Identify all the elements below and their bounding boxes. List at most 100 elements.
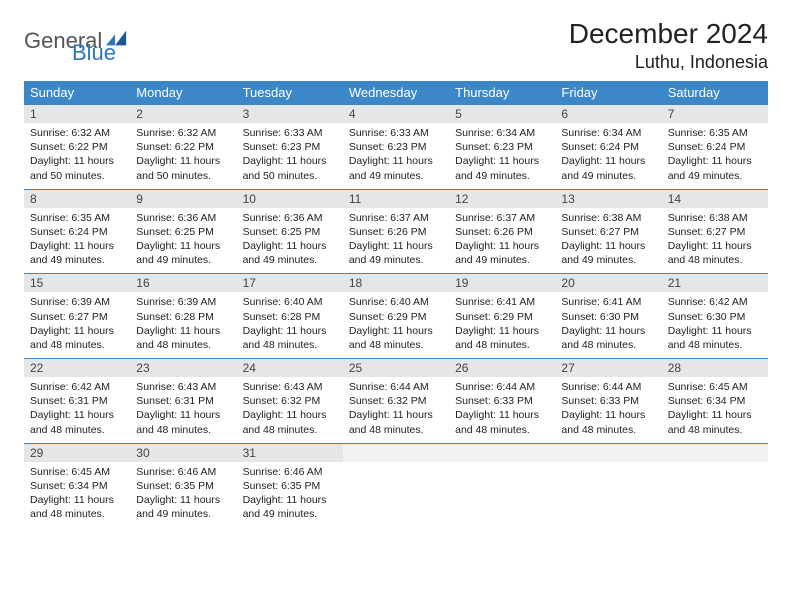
sunrise-text: Sunrise: 6:38 AM xyxy=(561,211,655,225)
sunrise-text: Sunrise: 6:32 AM xyxy=(136,126,230,140)
day-number: 6 xyxy=(555,105,661,123)
daylight-text: Daylight: 11 hours and 48 minutes. xyxy=(30,493,124,521)
day-number: 21 xyxy=(662,274,768,292)
day-number: 18 xyxy=(343,274,449,292)
calendar-cell: 10Sunrise: 6:36 AMSunset: 6:25 PMDayligh… xyxy=(237,189,343,274)
calendar-cell: 2Sunrise: 6:32 AMSunset: 6:22 PMDaylight… xyxy=(130,105,236,190)
calendar-body: 1Sunrise: 6:32 AMSunset: 6:22 PMDaylight… xyxy=(24,105,768,528)
day-body: Sunrise: 6:35 AMSunset: 6:24 PMDaylight:… xyxy=(24,208,130,274)
sunrise-text: Sunrise: 6:40 AM xyxy=(243,295,337,309)
day-body: Sunrise: 6:45 AMSunset: 6:34 PMDaylight:… xyxy=(24,462,130,528)
day-number: 4 xyxy=(343,105,449,123)
calendar-cell: 26Sunrise: 6:44 AMSunset: 6:33 PMDayligh… xyxy=(449,359,555,444)
weekday-header: Sunday xyxy=(24,81,130,105)
day-body: Sunrise: 6:42 AMSunset: 6:31 PMDaylight:… xyxy=(24,377,130,443)
day-body: Sunrise: 6:43 AMSunset: 6:32 PMDaylight:… xyxy=(237,377,343,443)
daylight-text: Daylight: 11 hours and 49 minutes. xyxy=(136,493,230,521)
day-body: Sunrise: 6:32 AMSunset: 6:22 PMDaylight:… xyxy=(24,123,130,189)
day-number: 12 xyxy=(449,190,555,208)
day-body: Sunrise: 6:36 AMSunset: 6:25 PMDaylight:… xyxy=(130,208,236,274)
day-body: Sunrise: 6:37 AMSunset: 6:26 PMDaylight:… xyxy=(449,208,555,274)
daylight-text: Daylight: 11 hours and 49 minutes. xyxy=(30,239,124,267)
sunset-text: Sunset: 6:22 PM xyxy=(30,140,124,154)
sunset-text: Sunset: 6:25 PM xyxy=(243,225,337,239)
day-number: 15 xyxy=(24,274,130,292)
day-body: Sunrise: 6:32 AMSunset: 6:22 PMDaylight:… xyxy=(130,123,236,189)
calendar-row: 29Sunrise: 6:45 AMSunset: 6:34 PMDayligh… xyxy=(24,443,768,527)
day-number: 29 xyxy=(24,444,130,462)
calendar-cell: 13Sunrise: 6:38 AMSunset: 6:27 PMDayligh… xyxy=(555,189,661,274)
calendar-cell: 23Sunrise: 6:43 AMSunset: 6:31 PMDayligh… xyxy=(130,359,236,444)
day-number: 8 xyxy=(24,190,130,208)
sunset-text: Sunset: 6:35 PM xyxy=(136,479,230,493)
sunrise-text: Sunrise: 6:36 AM xyxy=(136,211,230,225)
day-number: 9 xyxy=(130,190,236,208)
weekday-header-row: Sunday Monday Tuesday Wednesday Thursday… xyxy=(24,81,768,105)
sunrise-text: Sunrise: 6:33 AM xyxy=(349,126,443,140)
daylight-text: Daylight: 11 hours and 48 minutes. xyxy=(455,408,549,436)
day-number: 31 xyxy=(237,444,343,462)
sunrise-text: Sunrise: 6:39 AM xyxy=(136,295,230,309)
day-number: 16 xyxy=(130,274,236,292)
location: Luthu, Indonesia xyxy=(569,52,768,73)
calendar-cell: 14Sunrise: 6:38 AMSunset: 6:27 PMDayligh… xyxy=(662,189,768,274)
sunset-text: Sunset: 6:26 PM xyxy=(455,225,549,239)
day-number-empty xyxy=(555,444,661,462)
daylight-text: Daylight: 11 hours and 48 minutes. xyxy=(561,408,655,436)
calendar-cell: 15Sunrise: 6:39 AMSunset: 6:27 PMDayligh… xyxy=(24,274,130,359)
calendar-cell: 28Sunrise: 6:45 AMSunset: 6:34 PMDayligh… xyxy=(662,359,768,444)
calendar-cell: 27Sunrise: 6:44 AMSunset: 6:33 PMDayligh… xyxy=(555,359,661,444)
day-body: Sunrise: 6:44 AMSunset: 6:32 PMDaylight:… xyxy=(343,377,449,443)
calendar-cell xyxy=(343,443,449,527)
weekday-header: Tuesday xyxy=(237,81,343,105)
calendar-cell: 21Sunrise: 6:42 AMSunset: 6:30 PMDayligh… xyxy=(662,274,768,359)
sunset-text: Sunset: 6:29 PM xyxy=(455,310,549,324)
sunset-text: Sunset: 6:25 PM xyxy=(136,225,230,239)
daylight-text: Daylight: 11 hours and 50 minutes. xyxy=(243,154,337,182)
calendar-table: Sunday Monday Tuesday Wednesday Thursday… xyxy=(24,81,768,527)
calendar-row: 15Sunrise: 6:39 AMSunset: 6:27 PMDayligh… xyxy=(24,274,768,359)
calendar-row: 1Sunrise: 6:32 AMSunset: 6:22 PMDaylight… xyxy=(24,105,768,190)
sunrise-text: Sunrise: 6:44 AM xyxy=(561,380,655,394)
daylight-text: Daylight: 11 hours and 48 minutes. xyxy=(243,408,337,436)
calendar-cell: 6Sunrise: 6:34 AMSunset: 6:24 PMDaylight… xyxy=(555,105,661,190)
day-body: Sunrise: 6:41 AMSunset: 6:29 PMDaylight:… xyxy=(449,292,555,358)
calendar-cell: 11Sunrise: 6:37 AMSunset: 6:26 PMDayligh… xyxy=(343,189,449,274)
sunset-text: Sunset: 6:23 PM xyxy=(349,140,443,154)
sunset-text: Sunset: 6:30 PM xyxy=(561,310,655,324)
calendar-cell: 29Sunrise: 6:45 AMSunset: 6:34 PMDayligh… xyxy=(24,443,130,527)
daylight-text: Daylight: 11 hours and 48 minutes. xyxy=(243,324,337,352)
day-body: Sunrise: 6:41 AMSunset: 6:30 PMDaylight:… xyxy=(555,292,661,358)
calendar-cell xyxy=(555,443,661,527)
sunrise-text: Sunrise: 6:39 AM xyxy=(30,295,124,309)
calendar-cell: 31Sunrise: 6:46 AMSunset: 6:35 PMDayligh… xyxy=(237,443,343,527)
sunrise-text: Sunrise: 6:45 AM xyxy=(668,380,762,394)
sunset-text: Sunset: 6:31 PM xyxy=(30,394,124,408)
sunset-text: Sunset: 6:28 PM xyxy=(136,310,230,324)
daylight-text: Daylight: 11 hours and 48 minutes. xyxy=(455,324,549,352)
daylight-text: Daylight: 11 hours and 49 minutes. xyxy=(455,154,549,182)
daylight-text: Daylight: 11 hours and 48 minutes. xyxy=(136,324,230,352)
calendar-cell: 12Sunrise: 6:37 AMSunset: 6:26 PMDayligh… xyxy=(449,189,555,274)
daylight-text: Daylight: 11 hours and 49 minutes. xyxy=(349,239,443,267)
sunset-text: Sunset: 6:23 PM xyxy=(243,140,337,154)
day-body: Sunrise: 6:34 AMSunset: 6:23 PMDaylight:… xyxy=(449,123,555,189)
calendar-cell: 1Sunrise: 6:32 AMSunset: 6:22 PMDaylight… xyxy=(24,105,130,190)
sunset-text: Sunset: 6:34 PM xyxy=(30,479,124,493)
sunset-text: Sunset: 6:33 PM xyxy=(455,394,549,408)
daylight-text: Daylight: 11 hours and 49 minutes. xyxy=(561,154,655,182)
day-body-empty xyxy=(555,462,661,522)
sunrise-text: Sunrise: 6:34 AM xyxy=(455,126,549,140)
calendar-row: 22Sunrise: 6:42 AMSunset: 6:31 PMDayligh… xyxy=(24,359,768,444)
daylight-text: Daylight: 11 hours and 50 minutes. xyxy=(30,154,124,182)
day-number: 19 xyxy=(449,274,555,292)
weekday-header: Wednesday xyxy=(343,81,449,105)
calendar-cell: 24Sunrise: 6:43 AMSunset: 6:32 PMDayligh… xyxy=(237,359,343,444)
day-number: 3 xyxy=(237,105,343,123)
day-number: 14 xyxy=(662,190,768,208)
logo-text-blue: Blue xyxy=(72,40,116,66)
day-number: 23 xyxy=(130,359,236,377)
calendar-cell: 8Sunrise: 6:35 AMSunset: 6:24 PMDaylight… xyxy=(24,189,130,274)
sunrise-text: Sunrise: 6:41 AM xyxy=(561,295,655,309)
sunset-text: Sunset: 6:24 PM xyxy=(561,140,655,154)
